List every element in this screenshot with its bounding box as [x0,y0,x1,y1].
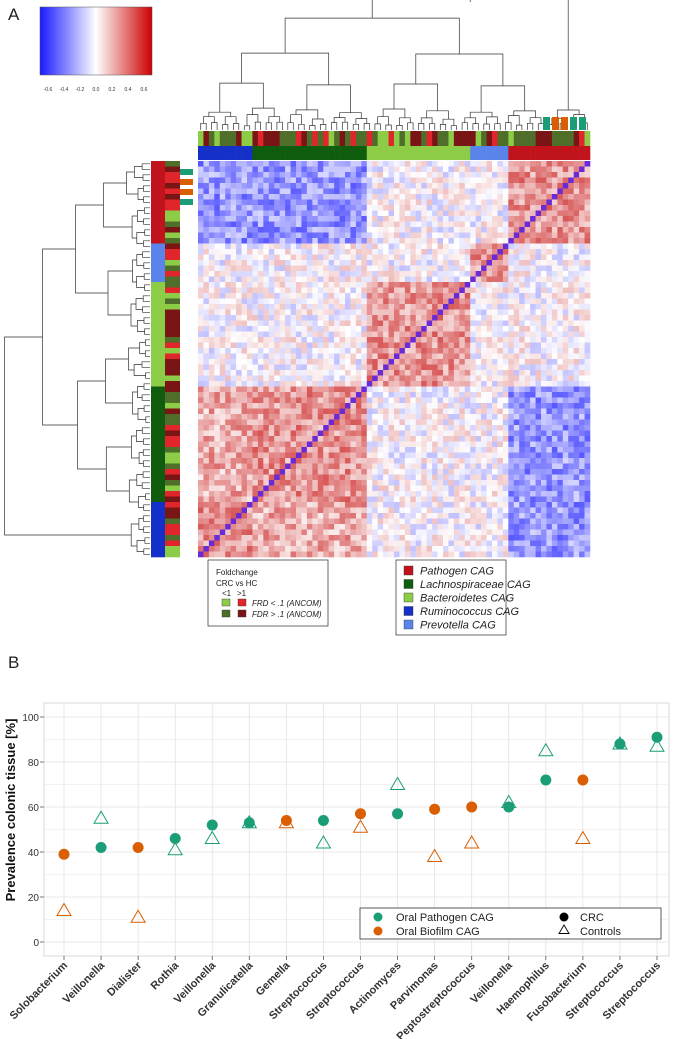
fc-swatch-lt1-ns [221,609,231,618]
y-tick-label: 40 [28,848,40,859]
crc-point [429,803,441,815]
controls-point [130,909,146,923]
column-dendrogram [200,0,588,130]
cag-legend-swatch [403,592,414,603]
cag-legend-label: Prevotella CAG [420,620,496,632]
cag-legend-swatch [403,579,414,589]
y-tick-label: 20 [28,893,40,904]
controls-point [93,810,109,824]
controls-point [352,819,369,833]
x-tick-label: Dialister [105,959,145,999]
y-axis-title: Prevalence colonic tissue [%] [3,719,18,902]
crc-point [392,808,404,820]
y-axis-ticks: 0 20 40 60 80 100 [22,713,44,949]
data-marks [56,731,665,923]
prevalence-scatter-plot: 0 20 40 60 80 100 SolobacteriumVeillonellaDia… [3,702,670,1039]
scatter-legend: Oral Pathogen CAG Oral Biofilm CAG CRC C… [359,907,662,940]
cag-legend-swatch [403,565,414,576]
x-tick-label: Rothia [149,959,182,992]
column-annotation-bars [198,117,591,160]
color-scale-tick: -0.4 [60,87,69,93]
controls-point [537,742,554,757]
crc-point [651,731,663,743]
crc-point [95,842,107,853]
legend-pathogen-label: Oral Pathogen CAG [396,912,494,924]
controls-point [315,835,332,849]
crc-point [317,815,329,826]
cag-legend-label: Lachnospiraceae CAG [420,579,531,591]
legend-crc-marker [559,912,569,922]
legend-biofilm-label: Oral Biofilm CAG [396,926,480,938]
fc-swatch-lt1-sig [221,598,231,607]
color-scale-tick: 0.4 [125,87,132,93]
crc-point [58,848,70,860]
foldchange-legend: Foldchange CRC vs HC <1 >1 FRD < .1 (ANC… [207,559,329,627]
row-dendrogram [4,163,150,555]
color-scale-tick: 0.6 [141,87,148,93]
fc-swatch-gt1-ns [237,609,247,618]
y-tick-label: 100 [22,713,39,724]
foldchange-title: Foldchange [216,568,258,577]
crc-point [243,817,255,829]
controls-point [649,738,665,752]
correlation-heatmap [198,161,591,558]
crc-point [132,842,144,853]
controls-point [56,902,72,916]
legend-pathogen-marker [373,912,383,922]
fc-row2-label: FDR > .1 (ANCOM) [252,610,322,619]
color-scale-tick: -0.2 [76,87,85,93]
crc-point [466,801,478,813]
color-scale-tick: 0.0 [93,87,100,93]
color-scale-tick: 0.2 [109,87,116,93]
foldchange-lt1: <1 [222,589,232,598]
fc-row1-label: FRD < .1 (ANCOM) [252,599,322,608]
panel-b-label: B [8,653,19,672]
crc-point [577,774,589,786]
controls-point [426,848,443,862]
crc-point [614,738,626,750]
legend-controls-marker [558,924,570,934]
controls-point [167,841,184,856]
y-tick-label: 60 [28,803,40,814]
foldchange-gt1: >1 [237,589,247,598]
x-tick-label: Solobacterium [8,959,71,1022]
cag-legend-label: Ruminococcus CAG [420,606,519,618]
crc-point [206,819,218,831]
color-scale-ticks: -0.6 -0.4 -0.2 0.0 0.2 0.4 0.6 [44,87,148,93]
row-annotation-bars [151,161,193,558]
crc-point [169,833,181,844]
controls-point [463,835,480,849]
color-scale-tick: -0.6 [44,87,53,93]
controls-point [204,830,221,844]
legend-biofilm-marker [373,926,383,936]
legend-crc-label: CRC [580,912,604,924]
crc-point [503,801,515,813]
fc-swatch-gt1-sig [237,598,247,607]
y-tick-label: 0 [33,938,39,949]
legend-controls-label: Controls [580,926,621,938]
crc-point [280,815,292,826]
cag-legend-label: Pathogen CAG [420,566,494,578]
panel-a-label: A [8,5,20,24]
color-scale-legend: -0.6 -0.4 -0.2 0.0 0.2 0.4 0.6 [39,6,153,93]
color-scale-bar [39,6,153,76]
cag-legend-swatch [403,606,414,616]
cag-legend-label: Bacteroidetes CAG [420,593,515,605]
controls-point [389,776,406,790]
y-tick-label: 80 [28,758,40,769]
crc-point [540,774,552,786]
foldchange-subtitle: CRC vs HC [216,579,258,588]
cag-legend-swatch [403,619,414,630]
controls-point [575,830,591,844]
crc-point [355,808,366,820]
